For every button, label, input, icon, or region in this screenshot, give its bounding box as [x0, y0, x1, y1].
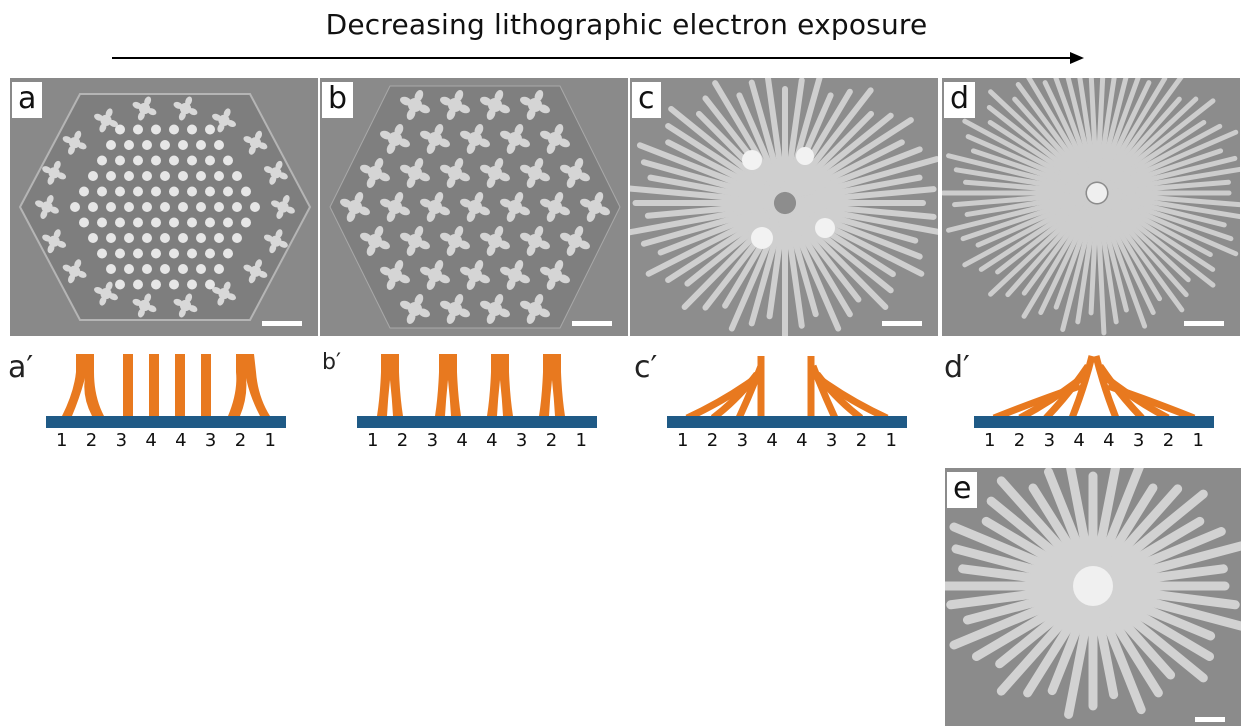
pos-number: 3 — [515, 430, 528, 451]
pos-number: 1 — [264, 430, 276, 451]
schematic-c-drawing — [667, 356, 907, 428]
panel-a: a — [10, 78, 318, 336]
pos-number: 2 — [855, 430, 868, 451]
exposure-arrow — [112, 52, 1084, 64]
pos-number: 4 — [456, 430, 468, 451]
pos-number: 1 — [1192, 430, 1204, 451]
position-numbers: 1 2 3 4 4 3 2 1 — [667, 430, 907, 451]
pos-number: 3 — [1132, 430, 1145, 451]
schematic-label-d: d′ — [944, 350, 970, 385]
pos-number: 2 — [706, 430, 719, 451]
sem-image-a — [10, 78, 318, 336]
pos-number: 1 — [56, 430, 68, 451]
schematic-d: 1 2 3 4 4 3 2 1 — [974, 352, 1214, 462]
pos-number: 4 — [796, 430, 808, 451]
pos-number: 3 — [825, 430, 838, 451]
scale-bar — [1195, 717, 1225, 722]
panel-c: c — [630, 78, 938, 336]
scale-bar — [1184, 321, 1224, 326]
schematic-c: 1 2 3 4 4 3 2 1 — [667, 352, 907, 462]
pos-number: 3 — [115, 430, 128, 451]
scale-bar — [882, 321, 922, 326]
pos-number: 3 — [204, 430, 217, 451]
pos-number: 4 — [486, 430, 498, 451]
panel-label-b: b — [322, 82, 354, 118]
pos-number: 3 — [1043, 430, 1056, 451]
pos-number: 3 — [426, 430, 439, 451]
schematic-label-c: c′ — [634, 350, 658, 385]
position-numbers: 1 2 3 4 4 3 2 1 — [357, 430, 597, 451]
sem-image-d — [942, 78, 1240, 336]
pos-number: 2 — [545, 430, 558, 451]
pos-number: 2 — [234, 430, 247, 451]
position-numbers: 1 2 3 4 4 3 2 1 — [46, 430, 286, 451]
pos-number: 1 — [984, 430, 996, 451]
figure-title: Decreasing lithographic electron exposur… — [325, 8, 928, 41]
panel-label-e: e — [947, 472, 978, 508]
panel-label-d: d — [944, 82, 976, 118]
pos-number: 4 — [175, 430, 187, 451]
pos-number: 2 — [1162, 430, 1175, 451]
schematic-a-drawing — [46, 354, 286, 428]
panel-b: b — [320, 78, 628, 336]
position-numbers: 1 2 3 4 4 3 2 1 — [974, 430, 1214, 451]
panel-label-c: c — [632, 82, 661, 118]
pos-number: 2 — [1013, 430, 1026, 451]
panel-d: d — [942, 78, 1240, 336]
pos-number: 2 — [396, 430, 409, 451]
pos-number: 4 — [766, 430, 778, 451]
schematic-label-a: a′ — [8, 350, 34, 385]
pos-number: 4 — [145, 430, 157, 451]
pos-number: 4 — [1103, 430, 1115, 451]
pos-number: 1 — [575, 430, 587, 451]
pos-number: 1 — [677, 430, 689, 451]
sem-image-c — [630, 78, 938, 336]
pos-number: 1 — [367, 430, 379, 451]
schematic-b: 1 2 3 4 4 3 2 1 — [357, 352, 597, 462]
panel-e: e — [945, 468, 1241, 726]
sem-image-e — [945, 468, 1241, 726]
pos-number: 1 — [885, 430, 897, 451]
panel-label-a: a — [12, 82, 43, 118]
pos-number: 4 — [1073, 430, 1085, 451]
schematic-b-drawing — [357, 354, 597, 428]
pos-number: 3 — [736, 430, 749, 451]
schematic-a: 1 2 3 4 4 3 2 1 — [46, 352, 286, 462]
sem-image-b — [320, 78, 628, 336]
pos-number: 2 — [85, 430, 98, 451]
schematic-d-drawing — [974, 355, 1214, 428]
scale-bar — [572, 321, 612, 326]
scale-bar — [262, 321, 302, 326]
schematic-label-b: b′ — [322, 350, 341, 375]
